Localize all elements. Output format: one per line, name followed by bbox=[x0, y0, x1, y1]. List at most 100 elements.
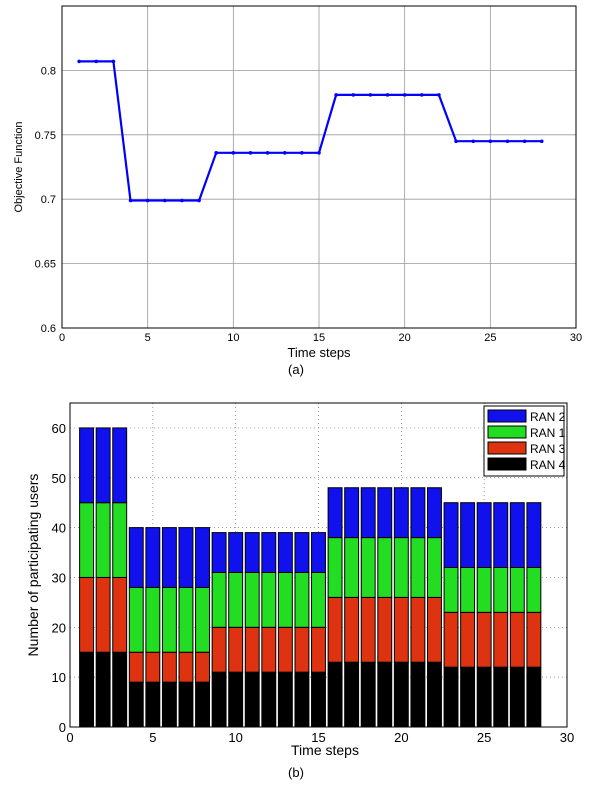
chart-b-bar-ran-3 bbox=[244, 626, 260, 673]
chart-b-bar-ran-4 bbox=[277, 671, 293, 728]
chart-b-xtick-label: 15 bbox=[311, 730, 325, 745]
chart-a-data-point bbox=[488, 139, 493, 144]
chart-a-ytick-label: 0.65 bbox=[35, 259, 56, 271]
chart-a-xtick-label: 5 bbox=[145, 332, 151, 344]
chart-a-data-point bbox=[231, 151, 236, 155]
chart-b-bar-ran-3 bbox=[128, 651, 144, 683]
chart-b-bars bbox=[79, 427, 542, 728]
chart-a-caption: (a) bbox=[288, 362, 304, 377]
chart-a-data-point bbox=[420, 93, 424, 97]
chart-b-bar-ran-3 bbox=[178, 651, 194, 683]
chart-a-data-point bbox=[402, 93, 407, 97]
chart-b-bar-ran-2 bbox=[95, 427, 111, 504]
chart-a-ytick-label: 0.8 bbox=[41, 65, 56, 77]
chart-a-data-point bbox=[505, 139, 510, 144]
chart-b-bar-ran-2 bbox=[277, 532, 293, 573]
chart-b-bar-ran-4 bbox=[161, 681, 177, 728]
chart-a-data-point bbox=[265, 151, 270, 155]
chart-a-data-point bbox=[454, 139, 458, 144]
chart-b-bar-ran-3 bbox=[95, 576, 111, 653]
chart-b-bar-ran-3 bbox=[294, 626, 310, 673]
chart-b-bar-ran-3 bbox=[526, 611, 542, 668]
chart-b-bar-ran-3 bbox=[228, 626, 244, 673]
chart-b-bar-ran-4 bbox=[311, 671, 326, 728]
chart-b-legend-label: RAN 4 bbox=[530, 458, 566, 472]
chart-b-bar-ran-2 bbox=[509, 502, 525, 568]
chart-b-bar-ran-4 bbox=[460, 666, 476, 728]
chart-b-bar-ran-2 bbox=[244, 532, 260, 573]
chart-b-bar-ran-2 bbox=[211, 532, 227, 573]
chart-a-xtick-label: 20 bbox=[399, 332, 411, 344]
chart-b-bar-ran-1 bbox=[128, 586, 144, 653]
chart-b-bar-ran-3 bbox=[460, 611, 476, 668]
chart-a-ticks: 0 5 10 15 20 25 30 0.6 0.65 0.7 0.75 0.8 bbox=[35, 65, 583, 344]
chart-a-data-point bbox=[334, 93, 338, 97]
chart-b-legend-label: RAN 2 bbox=[530, 410, 566, 424]
chart-b-bar-ran-4 bbox=[294, 671, 310, 728]
chart-b-ytick-label: 60 bbox=[52, 421, 66, 436]
chart-b-bar-ran-2 bbox=[493, 502, 509, 568]
chart-b-bar-ran-2 bbox=[427, 487, 442, 539]
chart-b-xlabel: Time steps bbox=[291, 742, 359, 758]
chart-b-bar-ran-2 bbox=[228, 532, 244, 573]
chart-a-data-point bbox=[317, 151, 321, 155]
chart-b-bar-ran-1 bbox=[493, 566, 509, 613]
chart-b-ylabel: Number of participating users bbox=[25, 474, 41, 657]
chart-b-legend: RAN 2 RAN 1 RAN 3 RAN 4 bbox=[483, 405, 566, 477]
chart-b-ytick-label: 50 bbox=[52, 471, 66, 486]
chart-a-data-point bbox=[111, 59, 116, 64]
chart-a-ylabel: Objective Function bbox=[13, 121, 25, 212]
chart-b-bar-ran-2 bbox=[195, 527, 210, 588]
chart-b-bar-ran-1 bbox=[161, 586, 177, 653]
chart-b-bar-ran-3 bbox=[277, 626, 293, 673]
chart-b-bar-ran-4 bbox=[145, 681, 161, 728]
chart-a-data-point bbox=[180, 198, 184, 203]
chart-b-bar-ran-1 bbox=[261, 571, 277, 628]
chart-b-bar-ran-2 bbox=[178, 527, 194, 588]
chart-b-bar-ran-1 bbox=[178, 586, 194, 653]
chart-b-legend-label: RAN 3 bbox=[530, 442, 566, 456]
chart-b-bar-ran-1 bbox=[195, 586, 210, 653]
chart-b-ytick-label: 10 bbox=[52, 670, 66, 685]
chart-b-xtick-label: 25 bbox=[477, 730, 491, 745]
chart-b-bar-ran-2 bbox=[410, 487, 426, 539]
chart-b-bar-ran-3 bbox=[410, 596, 426, 663]
chart-b-ytick-label: 0 bbox=[59, 720, 66, 735]
chart-b-legend-swatch bbox=[487, 425, 527, 439]
chart-b-legend-swatch bbox=[487, 441, 527, 455]
chart-b-bar-ran-2 bbox=[294, 532, 310, 573]
chart-b-bar-ran-1 bbox=[228, 571, 244, 628]
chart-b-bar-ran-3 bbox=[161, 651, 177, 683]
chart-a-data-point bbox=[163, 198, 167, 203]
chart-a-data-point bbox=[471, 139, 476, 144]
chart-a-data-point bbox=[368, 93, 373, 97]
chart-b-ytick-label: 20 bbox=[52, 620, 66, 635]
chart-b-bar-ran-1 bbox=[311, 571, 326, 628]
chart-b-bar-ran-1 bbox=[327, 537, 343, 598]
chart-b-bar-ran-2 bbox=[261, 532, 277, 573]
chart-b-bar-ran-3 bbox=[344, 596, 360, 663]
chart-b-bar-ran-3 bbox=[360, 596, 376, 663]
chart-b-bar-ran-2 bbox=[526, 502, 542, 568]
chart-b-bar-ran-1 bbox=[211, 571, 227, 628]
chart-b-bar-ran-3 bbox=[79, 576, 95, 653]
chart-b-bar-ran-2 bbox=[476, 502, 492, 568]
chart-a-xtick-label: 10 bbox=[227, 332, 239, 344]
chart-b-bar-ran-3 bbox=[112, 576, 128, 653]
chart-b-bar-ran-4 bbox=[427, 661, 442, 728]
chart-a-data-point bbox=[539, 139, 544, 144]
chart-a-objective-function: 0 5 10 15 20 25 30 0.6 0.65 0.7 0.75 0.8 Time steps… bbox=[13, 5, 583, 377]
chart-b-bar-ran-4 bbox=[228, 671, 244, 728]
chart-b-bar-ran-2 bbox=[377, 487, 393, 539]
chart-b-bar-ran-2 bbox=[311, 532, 326, 573]
chart-b-bar-ran-3 bbox=[145, 651, 161, 683]
chart-b-bar-ran-4 bbox=[377, 661, 393, 728]
chart-b-bar-ran-3 bbox=[377, 596, 393, 663]
chart-b-bar-ran-1 bbox=[244, 571, 260, 628]
chart-b-xtick-label: 5 bbox=[149, 730, 156, 745]
chart-a-data-point bbox=[128, 198, 133, 203]
chart-a-ytick-label: 0.6 bbox=[41, 323, 56, 335]
chart-a-data-point bbox=[248, 151, 253, 155]
